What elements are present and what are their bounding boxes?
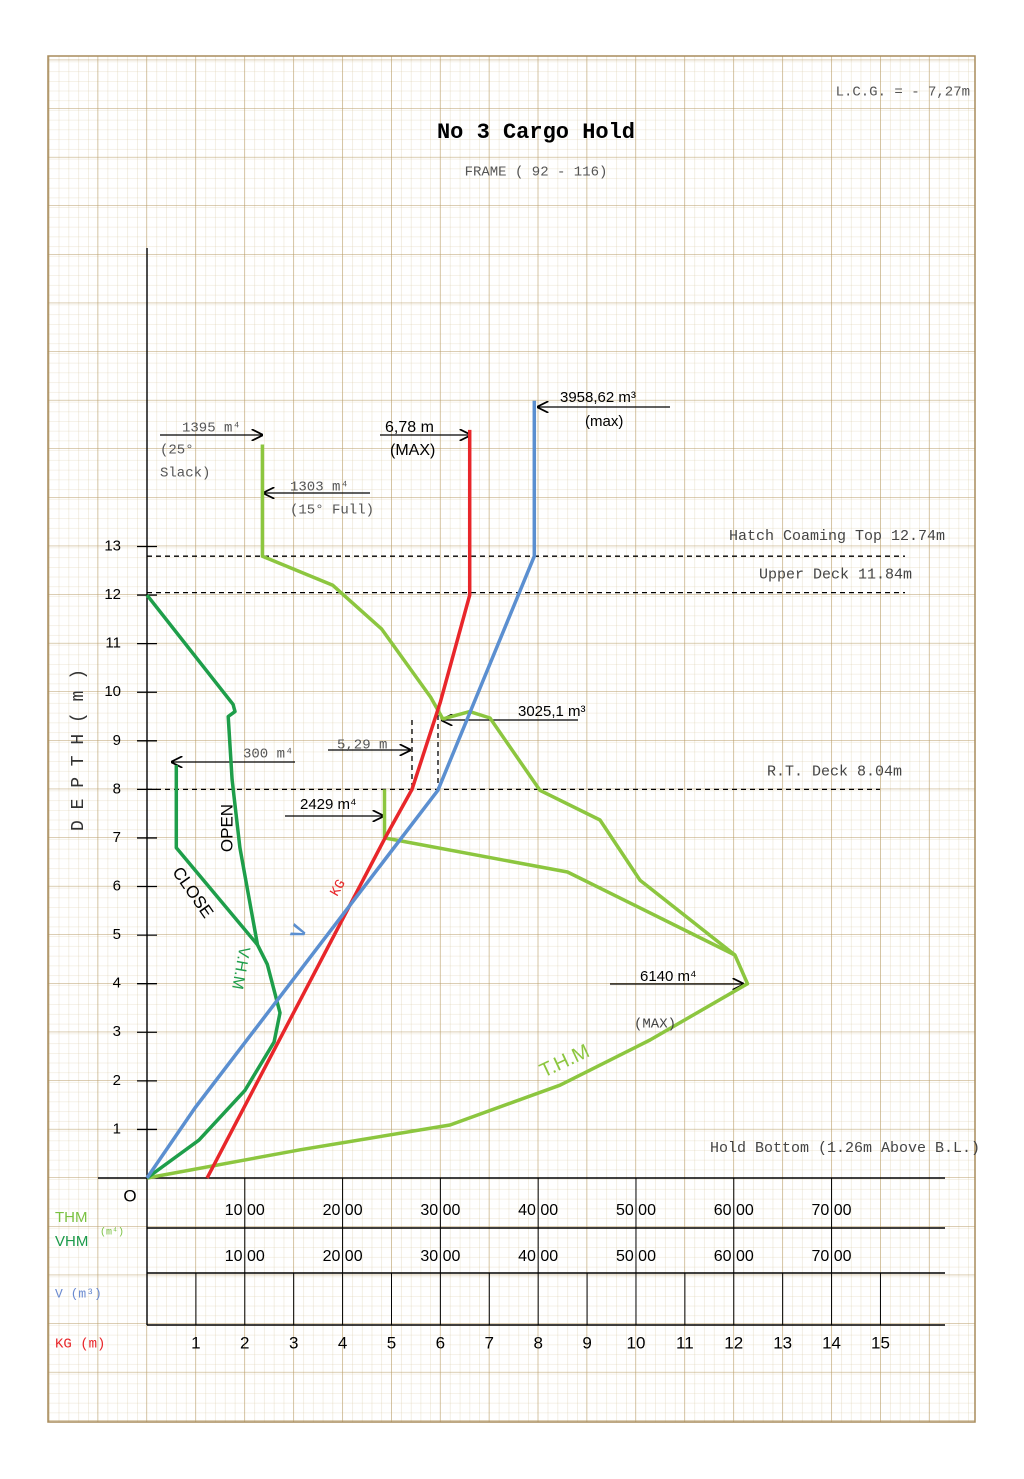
- annotation: 2429 m⁴: [300, 796, 356, 813]
- row-label: THM: [55, 1209, 88, 1226]
- deck-label: R.T. Deck 8.04m: [767, 763, 902, 780]
- vhm-tick-label: 60 00: [714, 1248, 754, 1265]
- thm-tick-label: 50 00: [616, 1202, 656, 1219]
- annotation: 3025,1 m³: [518, 703, 586, 720]
- y-tick-label: 7: [113, 829, 121, 846]
- y-tick-label: 12: [104, 586, 121, 603]
- y-tick-label: 9: [113, 732, 121, 749]
- frame-lines: [98, 248, 945, 1326]
- series-line: [174, 765, 259, 946]
- annotation: (max): [585, 413, 623, 430]
- series-line: [205, 429, 472, 1179]
- y-tick-label: 6: [113, 877, 121, 894]
- vhm-tick-label: 10 00: [225, 1248, 265, 1265]
- arrows: [160, 407, 743, 984]
- graph-paper: [47, 55, 976, 1423]
- vhm-tick-label: 70 00: [812, 1248, 852, 1265]
- kg-tick-label: 10: [627, 1333, 646, 1352]
- series-line: [145, 400, 537, 1179]
- y-axis-label: D E P T H ( m ): [69, 669, 89, 831]
- annotation: 6140 m⁴: [640, 968, 696, 985]
- row-label: V (m³): [55, 1286, 102, 1301]
- kg-tick-label: 4: [338, 1333, 347, 1352]
- kg-tick-label: 3: [289, 1333, 298, 1352]
- chart-subtitle: FRAME ( 92 - 116): [465, 165, 608, 181]
- y-tick-label: 5: [113, 926, 121, 943]
- annotation: 1303 m⁴: [290, 480, 349, 496]
- y-tick-label: 11: [105, 635, 121, 652]
- annotation: 1395 m⁴: [182, 421, 241, 437]
- kg-tick-label: 1: [191, 1333, 200, 1352]
- thm-tick-label: 30 00: [420, 1202, 460, 1219]
- vhm-tick-label: 40 00: [518, 1248, 558, 1265]
- kg-tick-label: 12: [724, 1333, 743, 1352]
- kg-tick-label: 6: [436, 1333, 445, 1352]
- kg-tick-label: 9: [582, 1333, 591, 1352]
- series-line: [146, 444, 750, 1180]
- kg-tick-label: 7: [485, 1333, 494, 1352]
- thm-tick-label: 60 00: [714, 1202, 754, 1219]
- kg-tick-label: 11: [676, 1333, 694, 1352]
- y-tick-label: 3: [113, 1023, 121, 1040]
- y-tick-label: 8: [113, 780, 121, 797]
- row-label: VHM: [55, 1233, 88, 1250]
- deck-label: Hatch Coaming Top 12.74m: [729, 528, 945, 545]
- kg-tick-label: 5: [387, 1333, 396, 1352]
- annotation: 3958,62 m³: [560, 389, 636, 406]
- annotation: 5,29 m: [337, 738, 387, 754]
- y-tick-label: 1: [113, 1120, 121, 1137]
- y-tick-label: 4: [113, 975, 121, 992]
- kg-tick-label: 13: [773, 1333, 792, 1352]
- vhm-tick-label: 20 00: [323, 1248, 363, 1265]
- y-tick-label: 10: [104, 683, 121, 700]
- annotation: (MAX): [390, 442, 435, 459]
- annotation: Hold Bottom (1.26m Above B.L.): [710, 1140, 980, 1157]
- annotation: 300 m⁴: [243, 747, 293, 763]
- kg-tick-label: 15: [871, 1333, 890, 1352]
- series-line: [382, 789, 736, 957]
- row-label: (m⁴): [100, 1227, 124, 1239]
- y-tick-label: 13: [104, 537, 121, 554]
- vhm-tick-label: 50 00: [616, 1248, 656, 1265]
- annotation: (25°: [160, 443, 194, 459]
- vhm-tick-label: 30 00: [420, 1248, 460, 1265]
- chart-title: No 3 Cargo Hold: [437, 120, 635, 145]
- deck-label: Upper Deck 11.84m: [759, 567, 912, 584]
- annotation: (15° Full): [290, 503, 374, 519]
- thm-tick-label: 10 00: [225, 1202, 265, 1219]
- series-label: KG: [327, 877, 349, 900]
- annotation: 6,78 m: [385, 419, 434, 436]
- kg-tick-label: 2: [240, 1333, 249, 1352]
- thm-tick-label: 40 00: [518, 1202, 558, 1219]
- annotation: (MAX): [634, 1017, 676, 1033]
- kg-tick-label: 14: [822, 1333, 841, 1352]
- thm-tick-label: 70 00: [812, 1202, 852, 1219]
- thm-tick-label: 20 00: [323, 1202, 363, 1219]
- annotation: Slack): [160, 466, 210, 482]
- row-label: KG (m): [55, 1337, 105, 1353]
- lcg-note: L.C.G. = - 7,27m: [836, 85, 970, 101]
- kg-tick-label: 8: [533, 1333, 542, 1352]
- origin-label: O: [123, 1186, 136, 1205]
- y-tick-label: 2: [113, 1072, 121, 1089]
- series-label: OPEN: [217, 804, 236, 852]
